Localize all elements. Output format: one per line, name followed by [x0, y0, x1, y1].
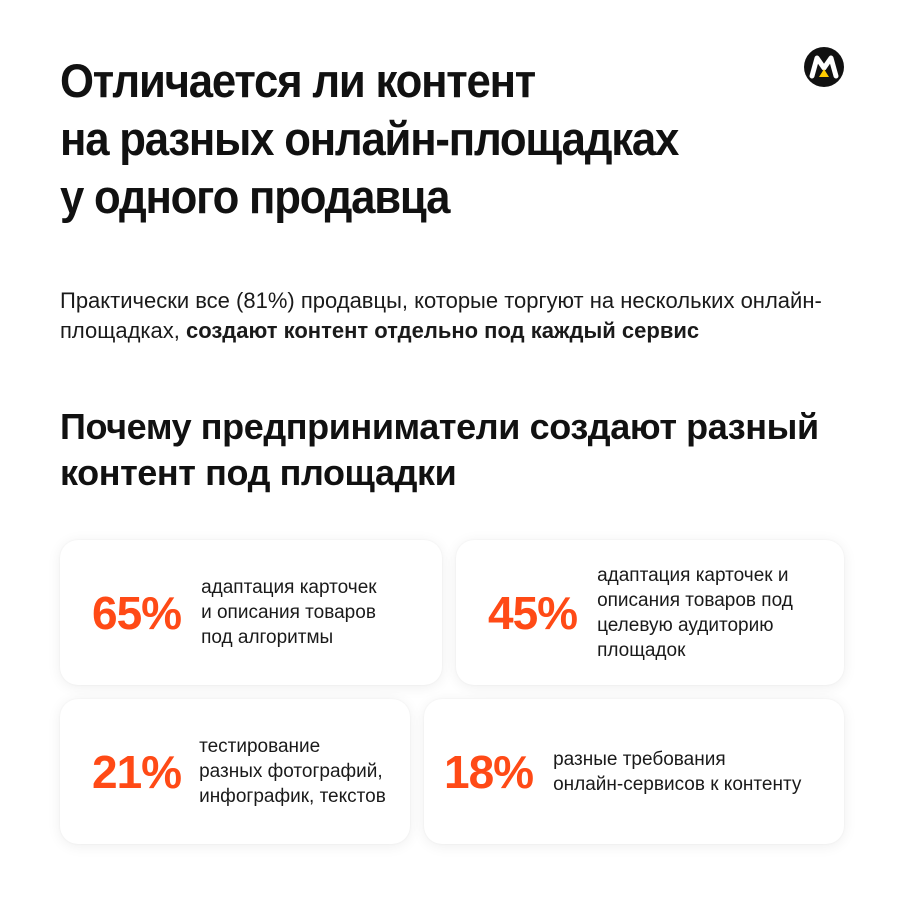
stat-description: адаптация карточек и описания товаров по…	[597, 564, 793, 661]
stat-description: разные требования онлайн-сервисов к конт…	[553, 748, 802, 795]
stat-card-adaptation-algorithms: 65% адаптация карточек и описания товаро…	[60, 540, 442, 685]
stat-card-requirements: 18% разные требования онлайн-сервисов к …	[424, 699, 844, 844]
intro-text-regular: Практически все (81%) продавцы, которые …	[60, 288, 822, 343]
page-title: Отличается ли контент на разных онлайн-п…	[60, 54, 679, 223]
stat-card-adaptation-audience: 45% адаптация карточек и описания товаро…	[456, 540, 844, 685]
stat-percent: 18%	[444, 745, 534, 798]
stat-percent: 65%	[92, 586, 182, 639]
market-logo-icon	[804, 47, 844, 87]
intro-text-bold: создают контент отдельно под каждый серв…	[185, 318, 700, 343]
section-title: Почему предприниматели создают разный ко…	[60, 406, 819, 493]
stat-description: адаптация карточек и описания товаров по…	[201, 577, 377, 648]
stat-percent: 45%	[488, 586, 578, 639]
stat-card-testing: 21% тестирование разных фотографий, инфо…	[60, 699, 410, 844]
stat-description: тестирование разных фотографий, инфограф…	[199, 736, 386, 807]
stat-percent: 21%	[92, 745, 182, 798]
intro-text: Практически все (81%) продавцы, которые …	[60, 286, 850, 346]
